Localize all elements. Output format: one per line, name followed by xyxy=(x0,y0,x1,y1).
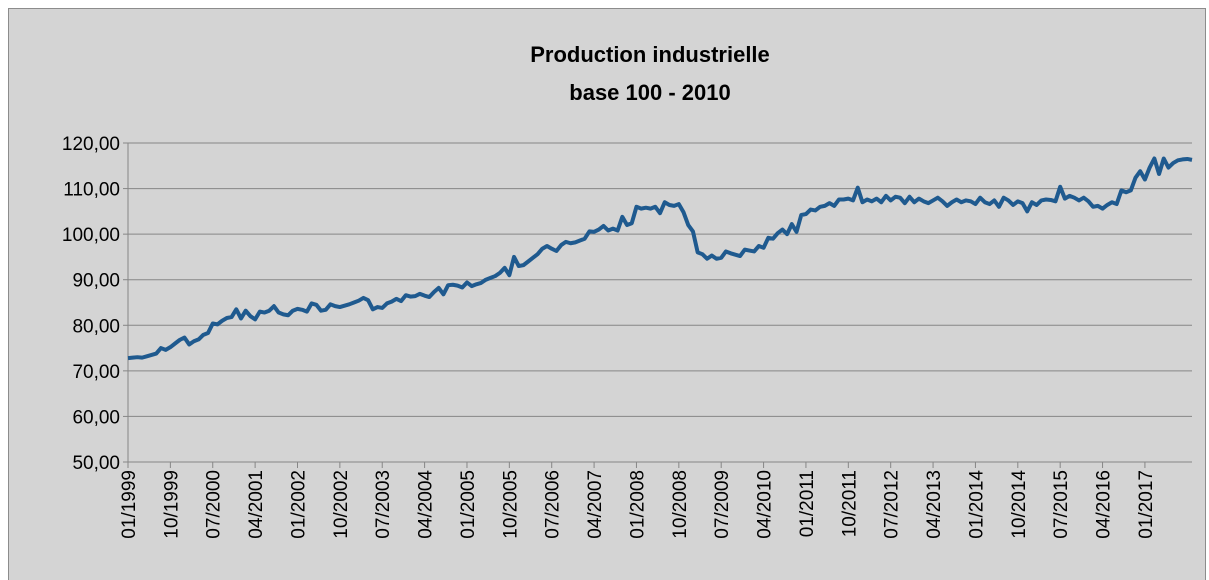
x-tick-label: 01/2017 xyxy=(1136,470,1157,539)
x-tick-label: 01/2011 xyxy=(797,470,818,537)
y-tick-label: 50,00 xyxy=(72,453,120,474)
x-tick-label: 04/2013 xyxy=(924,470,945,539)
x-tick-label: 04/2004 xyxy=(416,470,437,539)
x-tick-label: 04/2010 xyxy=(755,470,776,539)
x-tick-label: 04/2016 xyxy=(1094,470,1115,539)
x-tick-label: 07/2009 xyxy=(712,470,733,539)
y-tick-label: 60,00 xyxy=(72,407,120,428)
x-tick-label: 10/2011 xyxy=(839,470,860,537)
x-tick-label: 04/2007 xyxy=(585,470,606,539)
x-tick-label: 10/2002 xyxy=(331,470,352,539)
x-tick-label: 10/2005 xyxy=(500,470,521,539)
chart-area xyxy=(8,8,1206,580)
y-tick-label: 80,00 xyxy=(72,316,120,337)
y-tick-label: 110,00 xyxy=(63,180,120,201)
x-tick-label: 01/2002 xyxy=(288,470,309,539)
y-tick-label: 90,00 xyxy=(72,271,120,292)
x-tick-label: 07/2003 xyxy=(373,470,394,539)
y-tick-label: 120,00 xyxy=(62,134,120,155)
x-tick-label: 01/1999 xyxy=(119,470,140,539)
chart-subtitle: base 100 - 2010 xyxy=(569,80,730,105)
x-tick-label: 01/2008 xyxy=(627,470,648,539)
x-tick-label: 07/2012 xyxy=(882,470,903,539)
x-tick-label: 07/2000 xyxy=(204,470,225,539)
data-line xyxy=(127,156,1193,361)
x-tick-label: 10/1999 xyxy=(161,470,182,539)
y-tick-label: 100,00 xyxy=(62,225,120,246)
x-tick-label: 10/2008 xyxy=(670,470,691,539)
x-tick-label: 07/2006 xyxy=(543,470,564,539)
y-tick-label: 70,00 xyxy=(72,362,120,383)
x-tick-label: 04/2001 xyxy=(246,470,267,539)
x-tick-label: 10/2014 xyxy=(1009,470,1030,539)
x-tick-label: 01/2005 xyxy=(458,470,479,539)
x-tick-label: 07/2015 xyxy=(1051,470,1072,539)
chart-title: Production industrielle xyxy=(530,42,770,67)
x-tick-label: 01/2014 xyxy=(966,470,987,539)
